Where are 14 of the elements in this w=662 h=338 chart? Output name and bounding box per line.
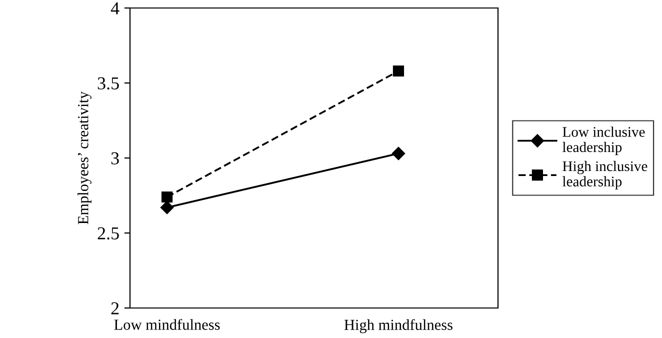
y-tick-label: 3 (111, 152, 119, 164)
y-tick-label: 2.5 (98, 227, 119, 240)
y-tick-label: 4 (110, 2, 120, 14)
point (392, 65, 404, 77)
legend-label: High inclusive leadership (562, 160, 648, 190)
point (392, 146, 406, 160)
x-tick-label: High mindfulness (344, 319, 452, 334)
y-tick-label: 3.5 (98, 77, 119, 90)
y-tick-label: 2 (111, 302, 119, 314)
point (160, 200, 174, 214)
point (161, 191, 173, 203)
x-tick-label: Low mindfulness (114, 318, 220, 330)
legend-label: Low inclusive leadership (562, 126, 645, 156)
y-axis-title: Employees’ creativity (78, 91, 92, 224)
